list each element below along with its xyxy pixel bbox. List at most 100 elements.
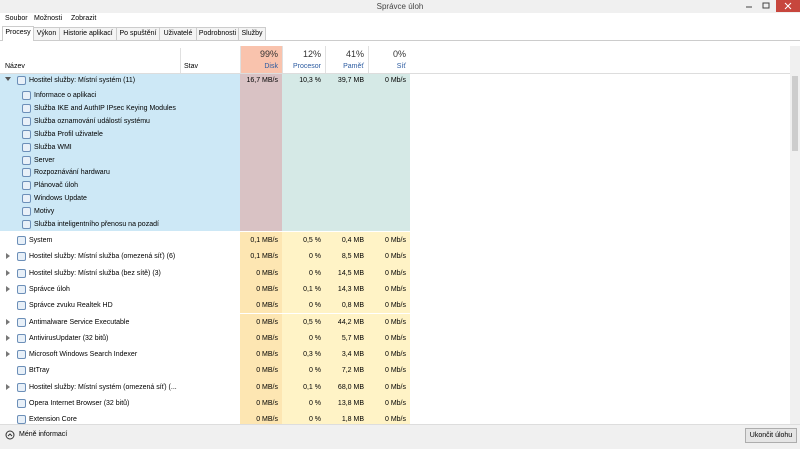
expand-arrow[interactable]	[6, 253, 10, 260]
menu-item[interactable]: Soubor	[5, 15, 28, 22]
process-icon	[17, 268, 26, 278]
tab[interactable]: Služby	[238, 27, 266, 40]
cell-bg	[368, 280, 410, 298]
tab[interactable]: Po spuštění	[116, 27, 160, 40]
column-label: Paměť	[343, 63, 364, 70]
scroll-thumb[interactable]	[792, 76, 798, 151]
column-network[interactable]	[368, 46, 411, 73]
process-name[interactable]: Správce úloh	[29, 285, 70, 293]
cell-value: 0,3 %	[303, 351, 321, 359]
cell-value: 0 MB/s	[256, 318, 278, 326]
service-name[interactable]: Windows Update	[34, 195, 87, 203]
expand-arrow[interactable]	[5, 77, 11, 81]
footer	[0, 424, 800, 449]
column-status[interactable]: Stav	[184, 63, 199, 70]
cell-value: 0 MB/s	[256, 285, 278, 293]
process-name[interactable]: Hostitel služby: Místní služba (omezená …	[29, 253, 176, 261]
column-cpu[interactable]	[282, 46, 326, 73]
expand-arrow[interactable]	[6, 351, 10, 358]
cell-value: 0,1 MB/s	[250, 253, 278, 261]
tab[interactable]: Uživatelé	[159, 27, 197, 40]
tab[interactable]: Výkon	[33, 27, 60, 40]
cell-bg	[325, 248, 368, 265]
service-name[interactable]: Služba inteligentního přenosu na pozadí	[34, 221, 159, 228]
process-name[interactable]: System	[29, 237, 53, 244]
expand-arrow[interactable]	[6, 285, 10, 292]
window-controls[interactable]	[740, 0, 800, 12]
cell-bg	[325, 297, 368, 314]
process-name[interactable]: BtTray	[29, 367, 50, 375]
cell-bg	[325, 313, 368, 330]
column-header: Název Stav 99% Disk 12% Procesor 41% Paměť 0% Síť	[0, 46, 790, 74]
process-icon	[22, 142, 31, 152]
service-name[interactable]: Služba oznamování událostí systému	[34, 117, 150, 125]
tab[interactable]: Podrobnosti	[196, 27, 239, 40]
cell-bg	[368, 313, 410, 330]
process-icon	[22, 155, 31, 165]
cell-value: 0 Mb/s	[384, 253, 406, 261]
cell-bg	[240, 74, 282, 231]
cell-value: 0 MB/s	[256, 302, 278, 310]
expand-arrow[interactable]	[6, 334, 10, 341]
cell-value: 0 %	[308, 400, 321, 407]
service-name[interactable]: Server	[34, 156, 55, 164]
process-name[interactable]: Hostitel služby: Místní služba (bez sítě…	[29, 269, 161, 277]
process-icon	[17, 301, 26, 311]
end-task-button[interactable]: Ukončit úlohu	[745, 428, 797, 443]
service-name[interactable]: Informace o aplikaci	[34, 92, 97, 99]
less-icon[interactable]	[5, 430, 15, 440]
process-icon	[17, 382, 26, 392]
cell-value: 0 MB/s	[256, 383, 278, 391]
column-name[interactable]: Název	[5, 63, 25, 70]
expand-arrow[interactable]	[6, 318, 10, 325]
process-name[interactable]: Hostitel služby: Místní systém (11)	[29, 77, 136, 84]
tab[interactable]: Historie aplikací	[59, 27, 117, 40]
cell-value: 5,7 MB	[341, 334, 364, 342]
tab-bar: Procesy Výkon Historie aplikací Po spuštění…	[0, 26, 800, 41]
expand-arrow[interactable]	[6, 383, 10, 390]
cell-value: 14,5 MB	[337, 269, 364, 277]
process-name[interactable]: Opera Internet Browser (32 bitů)	[29, 400, 130, 407]
cell-bg	[282, 313, 325, 330]
menu-item[interactable]: Možnosti	[34, 15, 63, 22]
column-percent: 41%	[345, 49, 364, 59]
cell-value: 0 MB/s	[256, 367, 278, 375]
expand-arrow[interactable]	[6, 269, 10, 276]
cell-value: 13,8 MB	[337, 400, 364, 407]
cell-value: 0 Mb/s	[384, 302, 406, 310]
service-name[interactable]: Služba IKE and AuthIP IPsec Keying Modul…	[34, 104, 176, 112]
cell-value: 0,4 MB	[341, 237, 364, 244]
process-name[interactable]: AntivirusUpdater (32 bitů)	[29, 334, 109, 342]
cell-bg	[368, 232, 410, 249]
process-name[interactable]: Správce zvuku Realtek HD	[29, 302, 113, 310]
process-icon	[17, 333, 26, 343]
process-name[interactable]: Antimalware Service Executable	[29, 318, 130, 326]
process-name[interactable]: Hostitel služby: Místní systém (omezená …	[29, 383, 177, 391]
process-icon	[22, 116, 31, 126]
column-disk[interactable]	[240, 46, 283, 73]
cell-bg	[325, 378, 368, 395]
window-title: Správce úloh	[376, 2, 424, 11]
service-name[interactable]: Rozpoznávání hardwaru	[34, 169, 110, 177]
tab[interactable]: Procesy	[2, 26, 34, 41]
title-bar	[0, 0, 800, 13]
service-name[interactable]: Plánovač úloh	[34, 182, 78, 190]
menu-item[interactable]: Zobrazit	[71, 15, 97, 22]
service-name[interactable]: Služba WMI	[34, 143, 72, 151]
column-label: Disk	[264, 63, 278, 70]
process-name[interactable]: Microsoft Windows Search Indexer	[29, 351, 138, 359]
service-name[interactable]: Motivy	[34, 208, 55, 216]
service-name[interactable]: Služba Profil uživatele	[34, 130, 103, 138]
cell-value: 0 MB/s	[256, 400, 278, 407]
scrollbar[interactable]	[790, 46, 800, 424]
less-details-link[interactable]: Méně informací	[19, 431, 68, 438]
cell-value: 1,8 MB	[341, 416, 364, 424]
process-name[interactable]: Extension Core	[29, 416, 77, 424]
cell-bg	[240, 362, 282, 379]
process-icon	[22, 91, 31, 100]
cell-value: 0 %	[308, 302, 321, 310]
cell-bg	[240, 346, 282, 363]
column-memory[interactable]	[325, 46, 369, 73]
cell-bg	[282, 411, 325, 424]
